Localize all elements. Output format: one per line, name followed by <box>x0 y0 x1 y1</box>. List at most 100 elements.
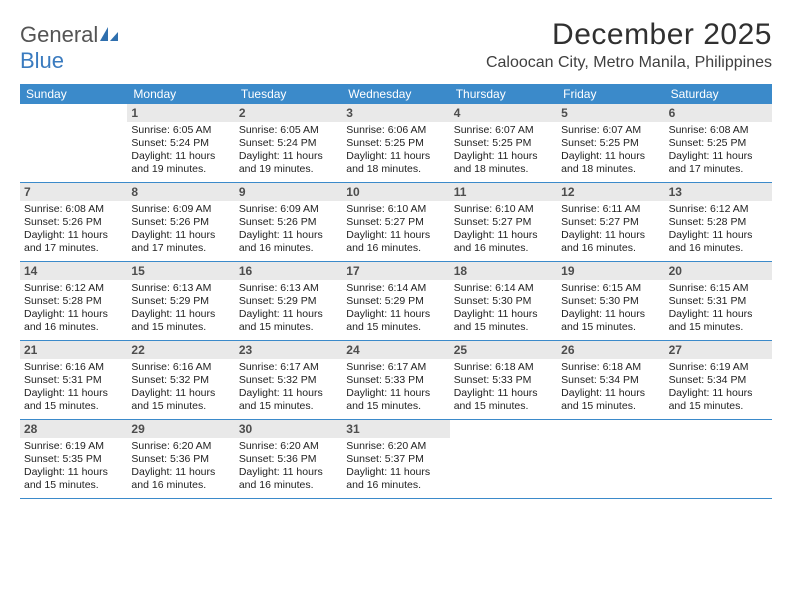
day-number: 19 <box>557 262 664 280</box>
sunset-text: Sunset: 5:33 PM <box>346 374 445 387</box>
day-cell: 5Sunrise: 6:07 AMSunset: 5:25 PMDaylight… <box>557 104 664 182</box>
daylight-text: Daylight: 11 hours and 18 minutes. <box>346 150 445 176</box>
day-cell: 8 Sunrise: 6:09 AMSunset: 5:26 PMDaylight… <box>127 183 234 261</box>
sunset-text: Sunset: 5:31 PM <box>24 374 123 387</box>
brand-sail-icon <box>99 26 119 47</box>
day-details: Sunrise: 6:20 AMSunset: 5:36 PMDaylight:… <box>131 440 230 493</box>
daylight-text: Daylight: 11 hours and 15 minutes. <box>239 387 338 413</box>
day-number: 10 <box>342 183 449 201</box>
sunset-text: Sunset: 5:30 PM <box>454 295 553 308</box>
brand-logo: General Blue <box>20 18 119 74</box>
day-details: Sunrise: 6:17 AMSunset: 5:33 PMDaylight:… <box>346 361 445 414</box>
day-cell: 13Sunrise: 6:12 AMSunset: 5:28 PMDayligh… <box>665 183 772 261</box>
daylight-text: Daylight: 11 hours and 15 minutes. <box>454 387 553 413</box>
dow-saturday: Saturday <box>665 84 772 104</box>
day-cell <box>665 420 772 498</box>
sunrise-text: Sunrise: 6:13 AM <box>131 282 230 295</box>
daylight-text: Daylight: 11 hours and 15 minutes. <box>131 308 230 334</box>
day-number: 23 <box>235 341 342 359</box>
day-cell: 22Sunrise: 6:16 AMSunset: 5:32 PMDayligh… <box>127 341 234 419</box>
daylight-text: Daylight: 11 hours and 15 minutes. <box>454 308 553 334</box>
day-details: Sunrise: 6:07 AMSunset: 5:25 PMDaylight:… <box>454 124 553 177</box>
day-details: Sunrise: 6:05 AMSunset: 5:24 PMDaylight:… <box>239 124 338 177</box>
sunrise-text: Sunrise: 6:05 AM <box>239 124 338 137</box>
sunrise-text: Sunrise: 6:10 AM <box>346 203 445 216</box>
day-number: 21 <box>20 341 127 359</box>
dow-header-row: Sunday Monday Tuesday Wednesday Thursday… <box>20 84 772 104</box>
day-details: Sunrise: 6:20 AMSunset: 5:37 PMDaylight:… <box>346 440 445 493</box>
day-cell: 28Sunrise: 6:19 AMSunset: 5:35 PMDayligh… <box>20 420 127 498</box>
sunset-text: Sunset: 5:36 PM <box>239 453 338 466</box>
day-details: Sunrise: 6:15 AMSunset: 5:31 PMDaylight:… <box>669 282 768 335</box>
day-cell: 10 Sunrise: 6:10 AMSunset: 5:27 PMDayligh… <box>342 183 449 261</box>
day-details: Sunrise: 6:11 AMSunset: 5:27 PMDaylight:… <box>561 203 660 256</box>
day-details: Sunrise: 6:20 AMSunset: 5:36 PMDaylight:… <box>239 440 338 493</box>
day-cell: 18Sunrise: 6:14 AMSunset: 5:30 PMDayligh… <box>450 262 557 340</box>
sunset-text: Sunset: 5:37 PM <box>346 453 445 466</box>
day-number: 24 <box>342 341 449 359</box>
sunrise-text: Sunrise: 6:07 AM <box>454 124 553 137</box>
sunrise-text: Sunrise: 6:11 AM <box>561 203 660 216</box>
daylight-text: Daylight: 11 hours and 15 minutes. <box>561 387 660 413</box>
sunrise-text: Sunrise: 6:14 AM <box>346 282 445 295</box>
day-number: 17 <box>342 262 449 280</box>
day-number: 31 <box>342 420 449 438</box>
day-details: Sunrise: 6:09 AMSunset: 5:26 PMDaylight:… <box>131 203 230 256</box>
day-details: Sunrise: 6:10 AMSunset: 5:27 PMDaylight:… <box>346 203 445 256</box>
day-number: 4 <box>450 104 557 122</box>
sunset-text: Sunset: 5:36 PM <box>131 453 230 466</box>
sunrise-text: Sunrise: 6:20 AM <box>131 440 230 453</box>
daylight-text: Daylight: 11 hours and 15 minutes. <box>669 308 768 334</box>
brand-part2: Blue <box>20 48 64 73</box>
title-block: December 2025 Caloocan City, Metro Manil… <box>486 18 772 72</box>
sunset-text: Sunset: 5:29 PM <box>239 295 338 308</box>
day-number <box>557 420 664 424</box>
day-cell: 11Sunrise: 6:10 AMSunset: 5:27 PMDayligh… <box>450 183 557 261</box>
day-number: 20 <box>665 262 772 280</box>
day-number: 8 <box>127 183 234 201</box>
day-number: 12 <box>557 183 664 201</box>
day-cell: 27Sunrise: 6:19 AMSunset: 5:34 PMDayligh… <box>665 341 772 419</box>
sunset-text: Sunset: 5:32 PM <box>131 374 230 387</box>
sunrise-text: Sunrise: 6:08 AM <box>669 124 768 137</box>
daylight-text: Daylight: 11 hours and 16 minutes. <box>454 229 553 255</box>
sunrise-text: Sunrise: 6:18 AM <box>454 361 553 374</box>
brand-part1: General <box>20 22 98 47</box>
sunset-text: Sunset: 5:24 PM <box>239 137 338 150</box>
sunset-text: Sunset: 5:28 PM <box>24 295 123 308</box>
day-details: Sunrise: 6:05 AMSunset: 5:24 PMDaylight:… <box>131 124 230 177</box>
day-details: Sunrise: 6:10 AMSunset: 5:27 PMDaylight:… <box>454 203 553 256</box>
week-row: 1Sunrise: 6:05 AMSunset: 5:24 PMDaylight… <box>20 104 772 183</box>
day-cell: 6Sunrise: 6:08 AMSunset: 5:25 PMDaylight… <box>665 104 772 182</box>
sunset-text: Sunset: 5:27 PM <box>346 216 445 229</box>
week-row: 28Sunrise: 6:19 AMSunset: 5:35 PMDayligh… <box>20 420 772 499</box>
daylight-text: Daylight: 11 hours and 17 minutes. <box>24 229 123 255</box>
sunset-text: Sunset: 5:31 PM <box>669 295 768 308</box>
day-details: Sunrise: 6:08 AMSunset: 5:25 PMDaylight:… <box>669 124 768 177</box>
day-details: Sunrise: 6:12 AMSunset: 5:28 PMDaylight:… <box>669 203 768 256</box>
day-details: Sunrise: 6:18 AMSunset: 5:33 PMDaylight:… <box>454 361 553 414</box>
day-details: Sunrise: 6:08 AMSunset: 5:26 PMDaylight:… <box>24 203 123 256</box>
location-text: Caloocan City, Metro Manila, Philippines <box>486 54 772 72</box>
day-cell: 23Sunrise: 6:17 AMSunset: 5:32 PMDayligh… <box>235 341 342 419</box>
day-number: 3 <box>342 104 449 122</box>
day-number: 15 <box>127 262 234 280</box>
sunrise-text: Sunrise: 6:17 AM <box>239 361 338 374</box>
daylight-text: Daylight: 11 hours and 16 minutes. <box>239 229 338 255</box>
sunrise-text: Sunrise: 6:17 AM <box>346 361 445 374</box>
dow-sunday: Sunday <box>20 84 127 104</box>
sunrise-text: Sunrise: 6:07 AM <box>561 124 660 137</box>
day-number: 22 <box>127 341 234 359</box>
day-cell: 14Sunrise: 6:12 AMSunset: 5:28 PMDayligh… <box>20 262 127 340</box>
dow-friday: Friday <box>557 84 664 104</box>
sunset-text: Sunset: 5:30 PM <box>561 295 660 308</box>
dow-tuesday: Tuesday <box>235 84 342 104</box>
daylight-text: Daylight: 11 hours and 15 minutes. <box>669 387 768 413</box>
sunrise-text: Sunrise: 6:09 AM <box>239 203 338 216</box>
day-number <box>20 104 127 108</box>
day-number: 18 <box>450 262 557 280</box>
sunset-text: Sunset: 5:29 PM <box>346 295 445 308</box>
sunrise-text: Sunrise: 6:15 AM <box>561 282 660 295</box>
sunrise-text: Sunrise: 6:09 AM <box>131 203 230 216</box>
day-number: 26 <box>557 341 664 359</box>
